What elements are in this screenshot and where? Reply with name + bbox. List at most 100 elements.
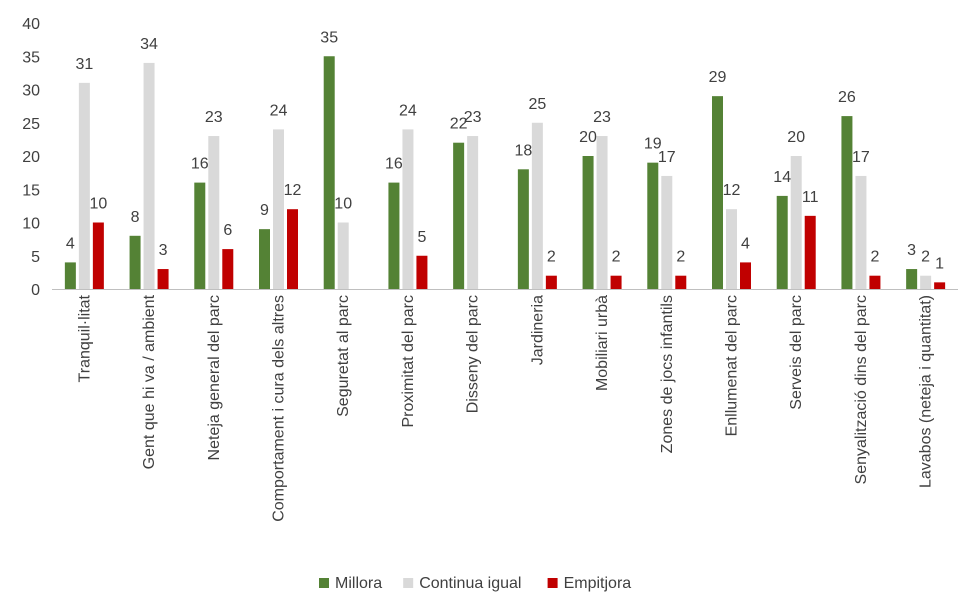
y-tick-label: 15 — [22, 182, 40, 199]
y-tick-label: 5 — [31, 249, 40, 266]
bar — [259, 229, 270, 289]
data-label: 34 — [140, 36, 158, 53]
data-label: 10 — [89, 196, 107, 213]
x-tick-label: Senyalització dins del parc — [853, 295, 870, 484]
bar — [596, 136, 608, 289]
bar — [531, 122, 543, 289]
data-label: 31 — [75, 56, 93, 73]
bar — [906, 269, 918, 289]
data-label: 1 — [935, 255, 944, 272]
data-label: 14 — [773, 169, 791, 186]
bar — [712, 96, 723, 290]
bar — [453, 142, 465, 289]
data-label: 17 — [852, 149, 870, 166]
data-label: 19 — [644, 136, 662, 153]
x-tick-label: Gent que hi va / ambient — [141, 294, 158, 469]
data-labels: 4311083431623692412351016245222318252202… — [66, 29, 944, 272]
legend-swatch — [319, 578, 329, 588]
data-label: 11 — [802, 189, 819, 206]
bar — [157, 269, 169, 289]
bar — [920, 275, 932, 289]
y-tick-label: 10 — [22, 216, 40, 233]
data-label: 12 — [723, 182, 741, 199]
data-label: 2 — [676, 249, 685, 266]
bar — [545, 275, 557, 289]
bars — [64, 56, 946, 290]
y-tick-label: 0 — [31, 282, 40, 299]
legend-label: Continua igual — [419, 575, 521, 592]
y-tick-label: 35 — [22, 49, 40, 66]
bar — [388, 182, 400, 289]
bar — [726, 209, 737, 289]
y-axis: 0 5 10 15 20 25 30 35 40 — [22, 16, 40, 299]
x-tick-label: Comportament i cura dels altres — [271, 295, 288, 522]
data-label: 2 — [921, 249, 930, 266]
data-label: 20 — [579, 129, 597, 146]
data-label: 4 — [66, 235, 75, 252]
x-axis: Tranquil·litat Gent que hi va / ambient Ne… — [52, 289, 958, 522]
legend-swatch — [547, 578, 558, 588]
x-tick-label: Disseny del parc — [465, 295, 482, 413]
y-tick-label: 25 — [22, 116, 40, 133]
data-label: 2 — [547, 249, 556, 266]
data-label: 4 — [741, 235, 750, 252]
x-tick-label: Tranquil·litat — [76, 294, 93, 382]
y-tick-label: 40 — [22, 16, 40, 33]
bar — [804, 215, 816, 289]
bar — [855, 175, 867, 289]
data-label: 22 — [450, 116, 468, 133]
bar — [129, 235, 141, 289]
bar — [194, 182, 206, 289]
data-label: 2 — [612, 249, 621, 266]
bar — [467, 136, 479, 289]
bar — [610, 275, 622, 289]
data-label: 16 — [385, 156, 403, 173]
data-label: 3 — [907, 242, 916, 259]
bar — [222, 249, 234, 289]
data-label: 26 — [838, 89, 856, 106]
data-label: 25 — [528, 96, 546, 113]
bar — [78, 82, 90, 289]
bar — [740, 262, 751, 289]
data-label: 17 — [658, 149, 676, 166]
data-label: 23 — [205, 109, 223, 126]
bar — [287, 209, 298, 289]
legend-swatch — [403, 578, 414, 588]
data-label: 23 — [464, 109, 482, 126]
data-label: 18 — [514, 142, 532, 159]
bar — [647, 162, 659, 289]
data-label: 3 — [159, 242, 168, 259]
data-label: 10 — [334, 196, 352, 213]
data-label: 6 — [223, 222, 232, 239]
bar — [790, 156, 802, 289]
x-tick-label: Neteja general del parc — [206, 295, 223, 460]
data-label: 35 — [320, 29, 338, 46]
data-label: 23 — [593, 109, 611, 126]
legend-label: Millora — [335, 575, 382, 592]
data-label: 20 — [787, 129, 805, 146]
bar — [582, 156, 594, 289]
bar — [776, 195, 788, 289]
bar — [273, 129, 284, 289]
legend: Millora Continua igual Empitjora — [319, 575, 631, 592]
data-label: 5 — [417, 229, 426, 246]
data-label: 9 — [260, 202, 269, 219]
bar — [337, 222, 349, 289]
y-tick-label: 30 — [22, 83, 40, 100]
x-tick-label: Lavabos (neteja i quantitat) — [918, 295, 935, 488]
x-tick-label: Seguretat al parc — [335, 295, 352, 417]
bar — [869, 275, 881, 289]
legend-label: Empitjora — [564, 575, 632, 592]
bar — [841, 116, 853, 289]
bar — [208, 136, 220, 289]
data-label: 24 — [270, 102, 288, 119]
bar — [416, 255, 428, 289]
bar — [402, 129, 414, 289]
data-label: 8 — [131, 209, 140, 226]
bar — [92, 222, 104, 289]
bar — [143, 62, 155, 290]
x-tick-label: Jardineria — [529, 295, 546, 365]
data-label: 29 — [709, 69, 727, 86]
bar — [517, 169, 529, 289]
bar — [323, 56, 335, 289]
